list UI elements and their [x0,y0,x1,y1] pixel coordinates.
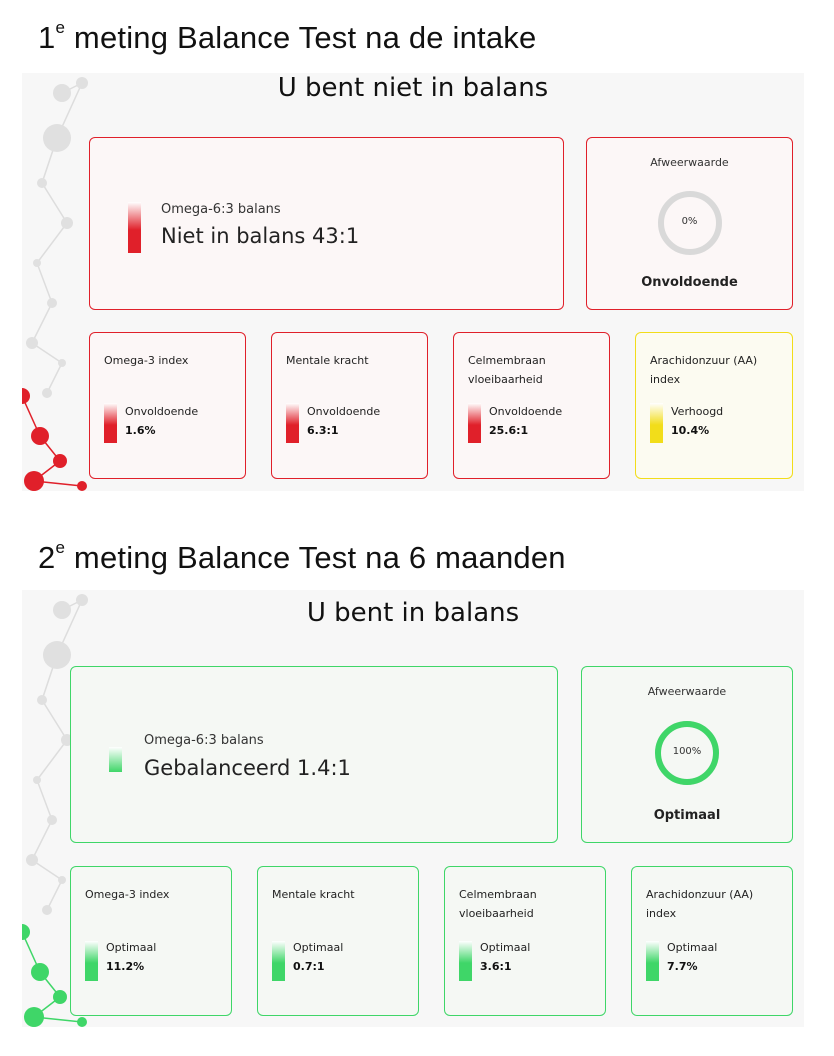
afweerwaarde-card: Afweerwaarde 0% Onvoldoende [586,137,793,310]
omega-6-3-balance-card: Omega-6:3 balans Niet in balans 43:1 [89,137,564,310]
level-bar-icon [272,941,285,981]
afweer-percent: 0% [681,216,698,227]
metric-status: Optimaal [106,941,157,954]
level-bar-icon [104,403,117,443]
metric-card: Mentale kracht Onvoldoende 6.3:1 [271,332,428,479]
heading-sup: e [55,17,66,37]
metric-status: Onvoldoende [307,405,381,418]
heading-number: 2 [38,540,56,575]
afweer-label: Afweerwaarde [650,156,729,169]
heading-measurement-1: 1e meting Balance Test na de intake [38,17,537,56]
balance-title: U bent in balans [306,598,520,628]
level-bar-icon [646,941,659,981]
level-bar-icon [468,403,481,443]
metric-status: Optimaal [667,941,718,954]
balance-label: Omega-6:3 balans [161,202,281,217]
heading-text: meting Balance Test na de intake [65,20,537,55]
metric-status: Onvoldoende [125,405,199,418]
metric-title: Omega-3 index [85,888,170,901]
metric-title: Omega-3 index [104,354,189,367]
metric-card: Omega-3 index Onvoldoende 1.6% [89,332,246,479]
omega-6-3-balance-card: Omega-6:3 balans Gebalanceerd 1.4:1 [70,666,558,843]
metric-card: Arachidonzuur (AA) index Verhoogd 10.4% [635,332,793,479]
metric-title: Mentale kracht [272,888,355,901]
result-panel-2: U bent in balans Omega-6:3 balans Gebala… [22,590,804,1027]
metric-status: Verhoogd [671,405,724,418]
result-panel-1: U bent niet in balans Omega-6:3 balans N… [22,73,804,491]
balance-title: U bent niet in balans [277,73,549,103]
molecule-decoration [22,77,88,491]
metric-value: 25.6:1 [489,424,529,437]
heading-number: 1 [38,20,56,55]
afweerwaarde-card: Afweerwaarde 100% Optimaal [581,666,793,843]
metric-title: Arachidonzuur (AA) index [646,888,754,920]
balance-value: Niet in balans 43:1 [161,224,360,248]
metric-value: 7.7% [667,960,698,973]
metric-status: Optimaal [293,941,344,954]
afweer-status: Optimaal [653,808,721,823]
metric-value: 11.2% [106,960,145,973]
metric-card: Celmembraan vloeibaarheid Onvoldoende 25… [453,332,610,479]
heading-sup: e [55,537,66,557]
metric-card: Mentale kracht Optimaal 0.7:1 [257,866,419,1016]
level-bar-icon [286,403,299,443]
level-bar-icon [85,941,98,981]
afweer-label: Afweerwaarde [647,685,727,698]
level-bar-icon [109,747,122,772]
metric-value: 1.6% [125,424,156,437]
metric-title: Celmembraan vloeibaarheid [468,354,546,386]
molecule-decoration [22,594,88,1027]
level-bar-icon [128,202,141,253]
afweer-status: Onvoldoende [641,275,738,290]
heading-measurement-2: 2e meting Balance Test na 6 maanden [38,537,566,576]
metric-value: 3.6:1 [480,960,512,973]
metric-status: Onvoldoende [489,405,563,418]
balance-label: Omega-6:3 balans [144,733,264,748]
metric-value: 6.3:1 [307,424,339,437]
metric-value: 0.7:1 [293,960,325,973]
metric-value: 10.4% [671,424,710,437]
metric-status: Optimaal [480,941,531,954]
balance-value: Gebalanceerd 1.4:1 [144,756,351,780]
level-bar-icon [459,941,472,981]
afweer-percent: 100% [672,746,702,757]
metric-card: Arachidonzuur (AA) index Optimaal 7.7% [631,866,793,1016]
metric-card: Celmembraan vloeibaarheid Optimaal 3.6:1 [444,866,606,1016]
metric-title: Mentale kracht [286,354,369,367]
afweer-gauge [655,721,719,785]
afweer-gauge [657,191,722,255]
metric-title: Celmembraan vloeibaarheid [459,888,537,920]
heading-text: meting Balance Test na 6 maanden [65,540,566,575]
metric-title: Arachidonzuur (AA) index [650,354,758,386]
level-bar-icon [650,403,663,443]
metric-card: Omega-3 index Optimaal 11.2% [70,866,232,1016]
